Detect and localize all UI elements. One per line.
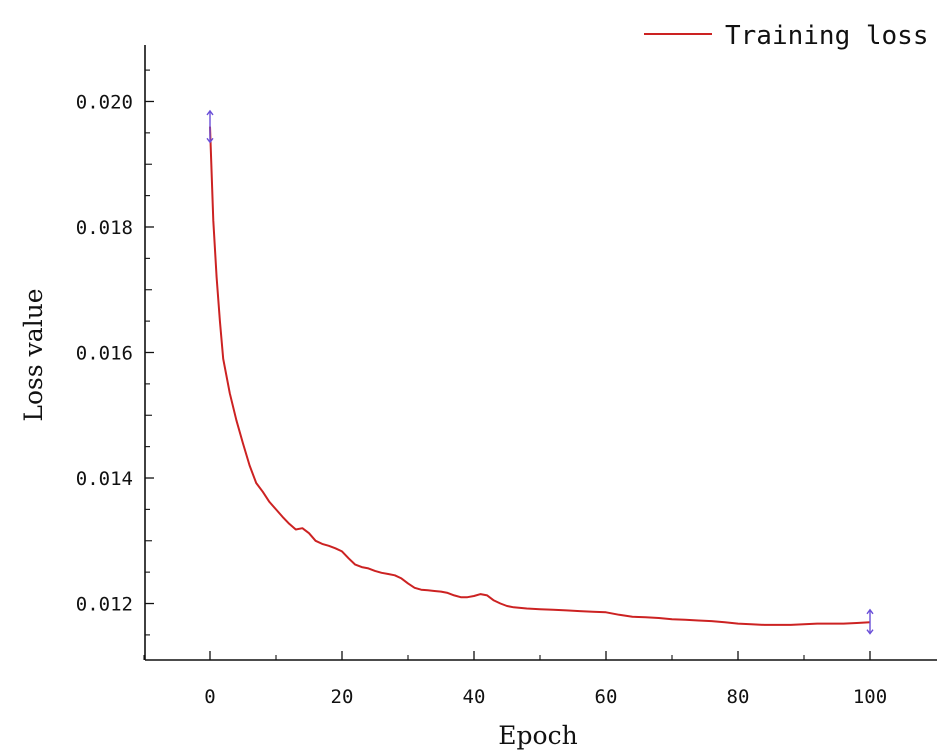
y-tick-label-0.016: 0.016 [76,343,133,365]
y-tick-label-0.014: 0.014 [76,468,133,490]
series-line-training-loss [209,126,871,626]
y-axis-title: Loss value [19,288,48,421]
y-tick-label-0.02: 0.020 [76,91,133,113]
error-bars [206,109,874,635]
y-tick-label-0.018: 0.018 [76,217,133,239]
error-bar-cap-top-0 [206,109,214,116]
y-tick-label-0.012: 0.012 [76,594,133,616]
axes [144,45,937,661]
x-tick-label-100: 100 [853,686,887,708]
legend: Training loss [644,21,929,51]
x-tick-label-80: 80 [727,686,750,708]
x-tick-label-40: 40 [463,686,486,708]
x-tick-label-60: 60 [595,686,618,708]
series [209,126,871,626]
ticks: 0 20 40 60 80 100 0.012 0.014 0.016 0.018 0.020 [76,69,887,708]
x-tick-label-20: 20 [331,686,354,708]
x-tick-label-0: 0 [204,686,215,708]
error-bar-cap-bottom-0 [206,137,214,144]
legend-label-training-loss: Training loss [725,21,929,51]
error-bar-cap-top-100 [866,608,874,615]
error-bar-cap-bottom-100 [866,629,874,635]
x-axis-title: Epoch [498,721,577,750]
